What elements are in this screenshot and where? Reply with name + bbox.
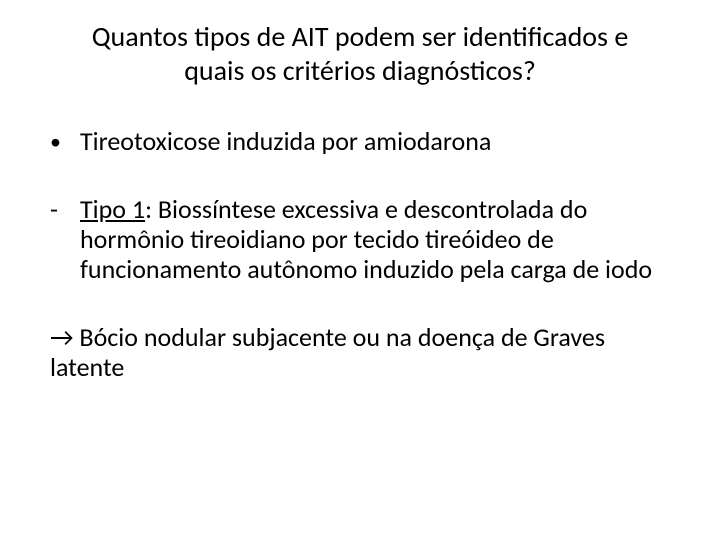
dash-item: - Tipo 1: Biossíntese excessiva e descon… bbox=[50, 195, 670, 285]
slide-container: Quantos tipos de AIT podem ser identific… bbox=[0, 0, 720, 540]
bullet-text: Tireotoxicose induzida por amiodarona bbox=[80, 127, 670, 157]
slide-body: • Tireotoxicose induzida por amiodarona … bbox=[50, 127, 670, 382]
tipo-description: : Biossíntese excessiva e descontrolada … bbox=[80, 193, 652, 285]
bullet-marker-icon: • bbox=[50, 127, 80, 154]
dash-content: Tipo 1: Biossíntese excessiva e descontr… bbox=[80, 195, 670, 285]
arrow-line: → Bócio nodular subjacente ou na doença … bbox=[50, 323, 670, 383]
slide-title: Quantos tipos de AIT podem ser identific… bbox=[50, 20, 670, 87]
arrow-icon: → bbox=[50, 321, 74, 353]
arrow-text: Bócio nodular subjacente ou na doença de… bbox=[50, 321, 605, 383]
dash-marker-icon: - bbox=[50, 195, 80, 225]
tipo-label: Tipo 1 bbox=[80, 193, 145, 225]
bullet-item: • Tireotoxicose induzida por amiodarona bbox=[50, 127, 670, 157]
